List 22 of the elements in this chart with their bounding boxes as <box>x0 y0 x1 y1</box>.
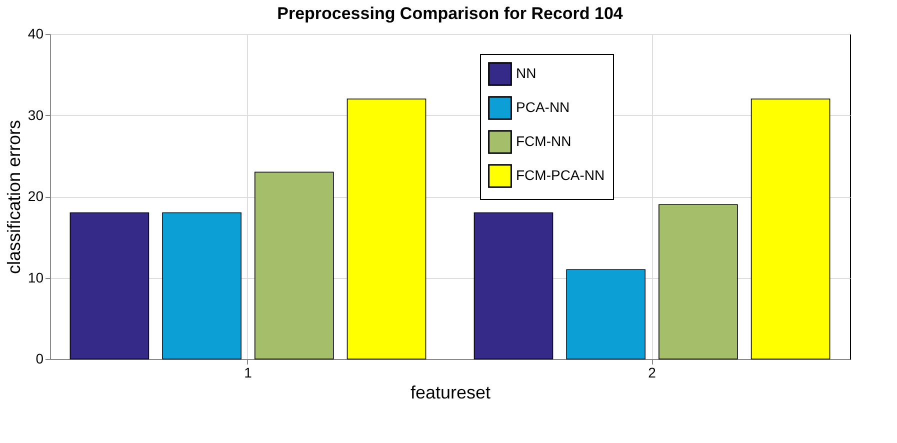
chart-title: Preprocessing Comparison for Record 104 <box>277 4 624 23</box>
legend-label: PCA-NN <box>516 99 570 115</box>
y-tick-label: 40 <box>28 26 44 42</box>
x-tick-label: 2 <box>648 364 656 380</box>
legend-label: NN <box>516 65 536 81</box>
bar <box>346 98 426 360</box>
y-tick-label: 30 <box>28 106 44 123</box>
bar <box>254 172 334 360</box>
bar <box>474 212 554 360</box>
y-tick-label: 0 <box>36 350 44 366</box>
y-tick-label: 20 <box>28 188 44 204</box>
x-axis-title: featureset <box>410 382 491 402</box>
bar <box>70 212 150 360</box>
y-axis-title: classification errors <box>4 120 24 274</box>
bar <box>162 212 242 360</box>
legend-label: FCM-PCA-NN <box>516 167 605 183</box>
legend-label: FCM-NN <box>516 133 572 149</box>
bar <box>566 269 646 360</box>
bar <box>658 204 738 360</box>
bar <box>750 98 830 360</box>
y-tick-label: 10 <box>28 269 44 286</box>
x-tick-label: 1 <box>244 364 252 380</box>
